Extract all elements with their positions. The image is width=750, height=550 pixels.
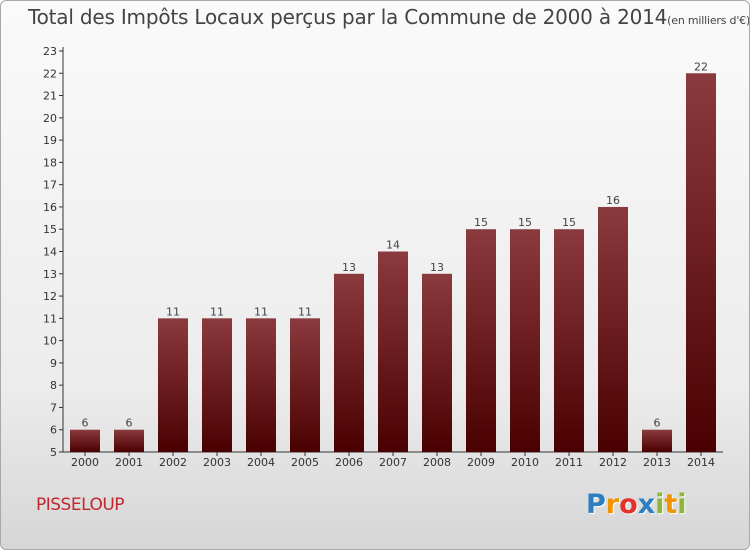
- logo-letter: i: [655, 489, 665, 520]
- bar: [334, 273, 364, 452]
- bar: [114, 429, 144, 452]
- bar-series: 6 6 11 11 11 11 13 14 13 15 15 15 16 6 22: [70, 60, 716, 453]
- y-tick-label: 8: [50, 379, 57, 392]
- data-label: 15: [518, 216, 532, 229]
- y-tick-label: 6: [50, 424, 57, 437]
- x-tick-label: 2003: [203, 456, 231, 469]
- bar: [510, 229, 540, 452]
- x-tick-label: 2013: [643, 456, 671, 469]
- bar: [70, 429, 100, 452]
- data-label: 22: [694, 60, 708, 73]
- data-label: 15: [562, 216, 576, 229]
- y-tick-label: 21: [43, 90, 57, 103]
- data-label: 6: [82, 417, 89, 430]
- x-tick-label: 2004: [247, 456, 275, 469]
- bar: [554, 229, 584, 452]
- data-label: 14: [386, 239, 400, 252]
- x-tick-label: 2010: [511, 456, 539, 469]
- logo-letter: x: [637, 489, 656, 520]
- data-label: 11: [254, 305, 268, 318]
- bar: [158, 318, 188, 452]
- x-tick-label: 2011: [555, 456, 583, 469]
- logo-letter: P: [586, 489, 606, 520]
- proxiti-logo: Proxiti: [586, 489, 687, 520]
- x-tick-label: 2000: [71, 456, 99, 469]
- x-tick-label: 2009: [467, 456, 495, 469]
- y-tick-label: 18: [43, 156, 57, 169]
- y-tick-label: 15: [43, 223, 57, 236]
- bar: [598, 206, 628, 452]
- x-tick-label: 2007: [379, 456, 407, 469]
- x-tick-label: 2001: [115, 456, 143, 469]
- y-tick-label: 16: [43, 201, 57, 214]
- chart-title-unit: (en milliers d'€): [667, 14, 750, 27]
- x-tick-label: 2008: [423, 456, 451, 469]
- data-label: 11: [210, 305, 224, 318]
- y-tick-label: 14: [43, 246, 57, 259]
- logo-letter: o: [619, 489, 638, 520]
- bar: [378, 251, 408, 452]
- data-label: 11: [298, 305, 312, 318]
- y-tick-label: 11: [43, 312, 57, 325]
- commune-name: PISSELOUP: [36, 495, 125, 515]
- data-label: 6: [126, 417, 133, 430]
- chart-title: Total des Impôts Locaux perçus par la Co…: [28, 5, 750, 29]
- x-tick-label: 2012: [599, 456, 627, 469]
- y-tick-label: 7: [50, 401, 57, 414]
- y-tick-label: 9: [50, 357, 57, 370]
- x-axis: 2000 2001 2002 2003 2004 2005 2006 2007 2008 2009…: [71, 452, 715, 469]
- y-tick-label: 12: [43, 290, 57, 303]
- bar: [422, 273, 452, 452]
- bar: [466, 229, 496, 452]
- data-label: 15: [474, 216, 488, 229]
- bar: [202, 318, 232, 452]
- y-tick-label: 5: [50, 446, 57, 459]
- data-label: 6: [654, 417, 661, 430]
- chart-title-text: Total des Impôts Locaux perçus par la Co…: [28, 5, 668, 29]
- bar: [290, 318, 320, 452]
- bar: [686, 73, 716, 453]
- y-tick-label: 13: [43, 268, 57, 281]
- x-tick-label: 2002: [159, 456, 187, 469]
- x-tick-label: 2014: [687, 456, 715, 469]
- y-tick-label: 10: [43, 335, 57, 348]
- y-tick-label: 23: [43, 45, 57, 58]
- y-tick-label: 19: [43, 134, 57, 147]
- x-tick-label: 2005: [291, 456, 319, 469]
- logo-letter: r: [605, 489, 620, 520]
- data-label: 13: [342, 261, 356, 274]
- bar: [642, 429, 672, 452]
- bar: [246, 318, 276, 452]
- data-label: 13: [430, 261, 444, 274]
- logo-letter: i: [677, 489, 687, 520]
- y-tick-label: 17: [43, 179, 57, 192]
- x-tick-label: 2006: [335, 456, 363, 469]
- y-tick-label: 20: [43, 112, 57, 125]
- data-label: 11: [166, 305, 180, 318]
- data-label: 16: [606, 194, 620, 207]
- y-tick-label: 22: [43, 67, 57, 80]
- logo-letter: t: [664, 489, 678, 520]
- y-axis: 5 6 7 8 9 10 11 12 13 14 15 16 17 18 19 20 21 22 23: [43, 45, 723, 459]
